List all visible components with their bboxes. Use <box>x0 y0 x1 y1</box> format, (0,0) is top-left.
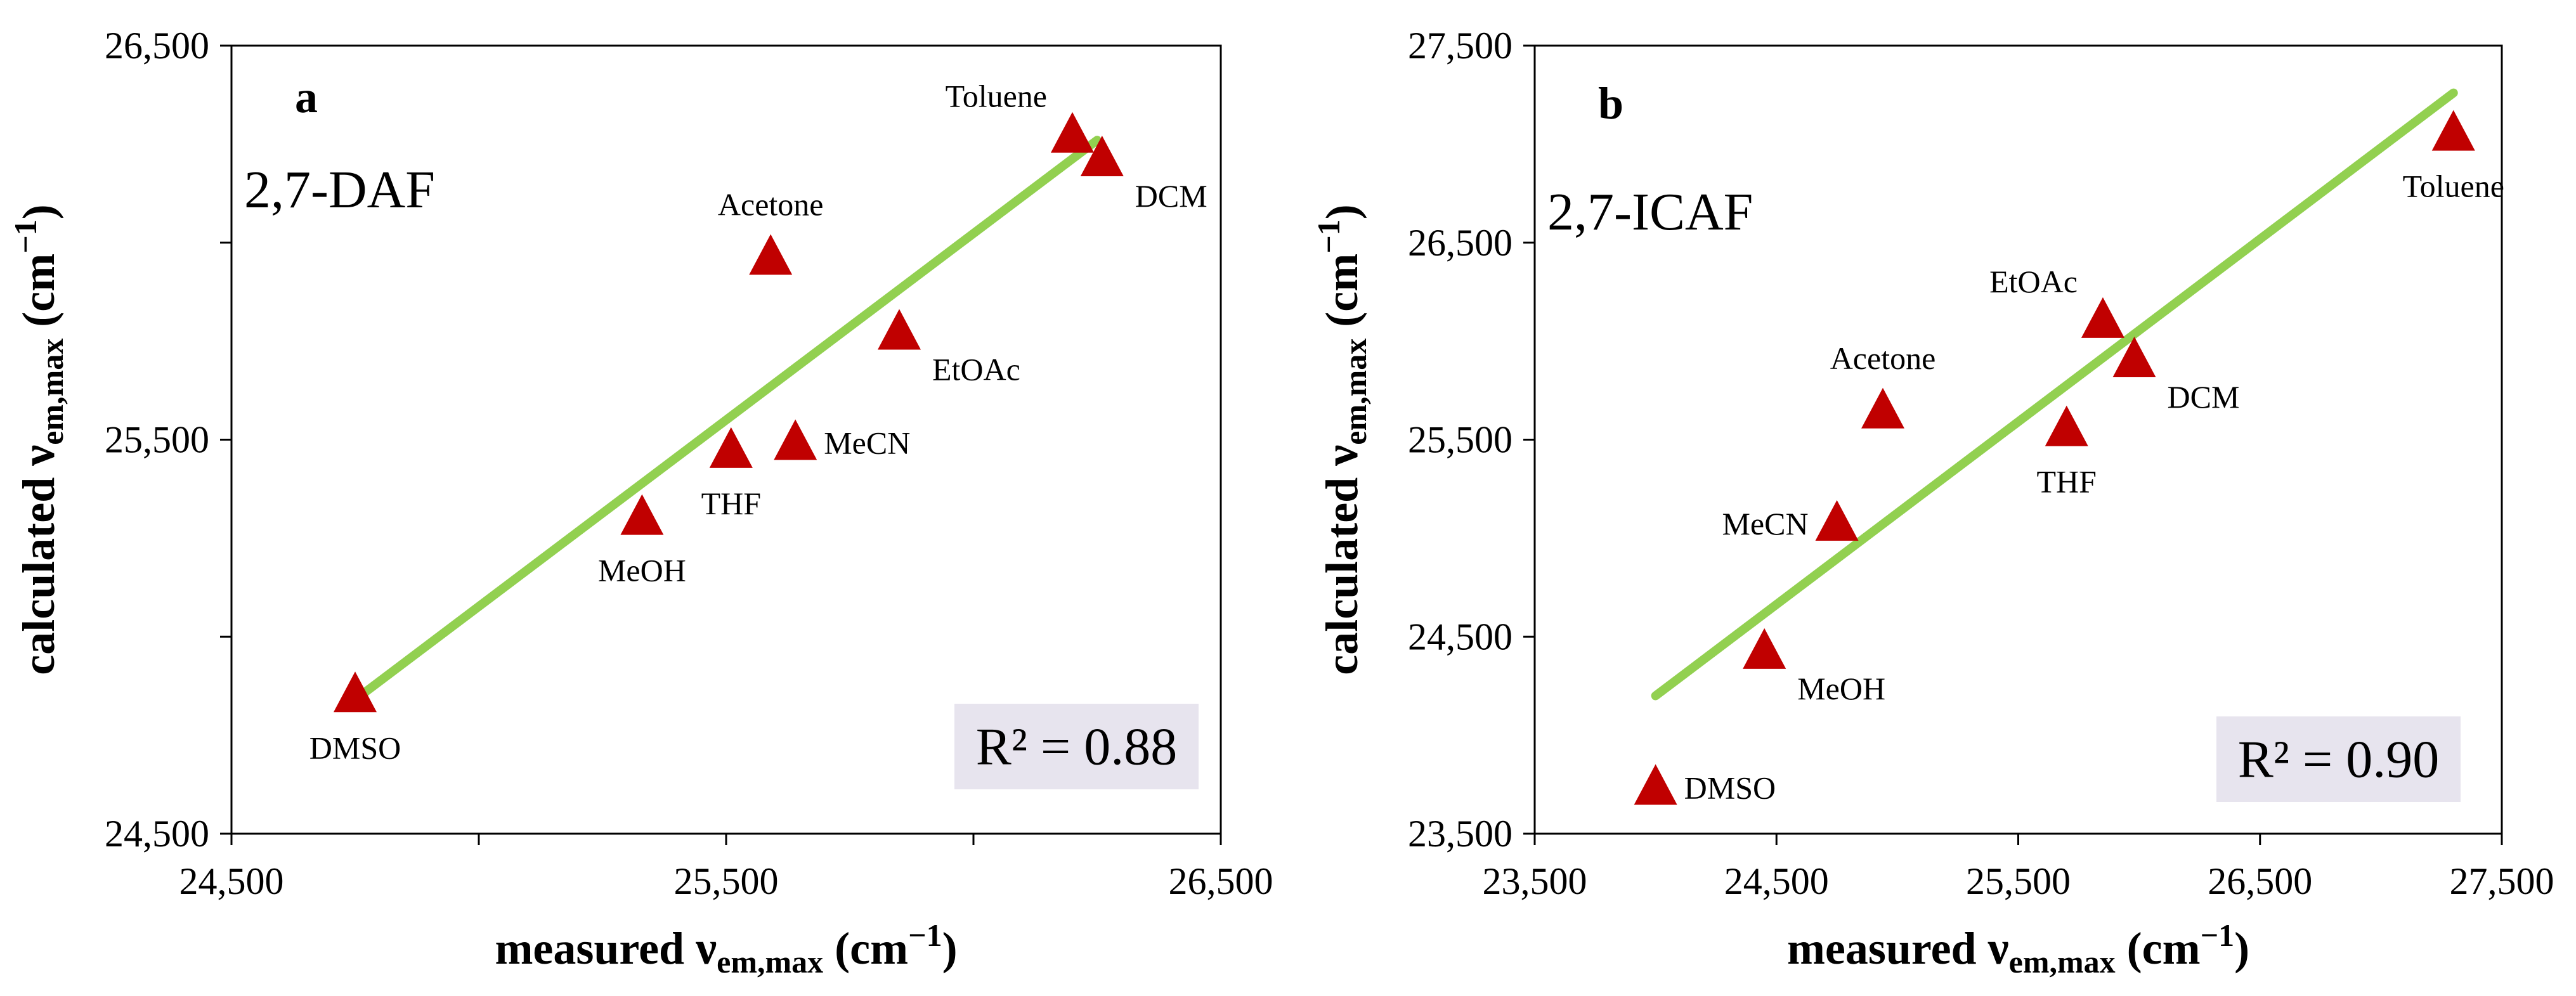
data-label: MeCN <box>1722 506 1808 541</box>
x-axis-label: measured νem,max (cm−1) <box>495 917 957 980</box>
data-point-toluene <box>2431 110 2475 151</box>
compound-name: 2,7-ICAF <box>1547 183 1753 242</box>
compound-name: 2,7-DAF <box>244 160 435 219</box>
y-axis-label: calculated νem,max (cm−1) <box>8 204 70 675</box>
panel-letter: a <box>295 72 318 122</box>
y-label-nu: ν <box>13 445 65 467</box>
data-label: DMSO <box>309 730 401 765</box>
data-point-thf <box>709 427 753 468</box>
data-point-dcm <box>2112 336 2156 377</box>
y-label-nu: ν <box>1316 445 1368 467</box>
data-point-dmso <box>334 671 377 713</box>
data-label: THF <box>701 486 761 521</box>
x-label-unit-exponent: −1 <box>908 917 942 953</box>
x-tick-label: 25,500 <box>674 860 779 902</box>
x-tick-label: 25,500 <box>1966 860 2071 902</box>
y-label-unit-exponent: −1 <box>8 219 43 254</box>
data-label: DCM <box>2168 379 2240 415</box>
data-point-acetone <box>1861 387 1904 429</box>
x-label-word: measured <box>495 923 696 974</box>
y-label-word: calculated <box>1317 466 1367 675</box>
x-label-unit-close: ) <box>2234 923 2249 974</box>
x-tick-label: 23,500 <box>1483 860 1587 902</box>
x-tick-label: 26,500 <box>2208 860 2312 902</box>
x-tick-label: 26,500 <box>1169 860 1273 902</box>
y-tick-label: 23,500 <box>1408 813 1512 855</box>
data-label: EtOAc <box>932 351 1020 387</box>
data-label: DCM <box>1135 178 1207 214</box>
x-axis-label: measured νem,max (cm−1) <box>1787 917 2249 980</box>
data-label: Toluene <box>2403 169 2504 204</box>
x-label-unit-exponent: −1 <box>2201 917 2235 953</box>
data-point-etoac <box>878 309 921 350</box>
y-label-subscript: em,max <box>1337 339 1373 445</box>
fit-line <box>351 136 1102 704</box>
x-label-nu: ν <box>695 922 717 974</box>
y-tick-label: 24,500 <box>105 813 209 855</box>
y-label-subscript: em,max <box>34 339 70 445</box>
x-tick-label: 27,500 <box>2450 860 2554 902</box>
data-label: Acetone <box>1830 340 1936 376</box>
y-tick-label: 26,500 <box>105 25 209 67</box>
y-label-unit-close: ) <box>1317 204 1367 219</box>
fit-line <box>1651 88 2458 701</box>
x-tick-label: 24,500 <box>1724 860 1829 902</box>
x-tick-label: 24,500 <box>179 860 284 902</box>
x-label-subscript: em,max <box>717 944 823 980</box>
data-point-toluene <box>1051 112 1094 153</box>
data-point-etoac <box>2081 297 2124 338</box>
y-label-word: calculated <box>13 466 64 675</box>
data-point-thf <box>2045 405 2088 446</box>
y-label-unit-close: ) <box>13 204 64 219</box>
y-tick-label: 27,500 <box>1408 25 1512 67</box>
data-point-meoh <box>1743 628 1786 669</box>
panel-letter: b <box>1598 78 1623 129</box>
data-point-dmso <box>1634 764 1677 805</box>
x-label-word: measured <box>1787 923 1988 974</box>
r-squared-badge <box>2216 716 2461 802</box>
data-point-acetone <box>749 234 793 275</box>
data-label: MeCN <box>824 425 910 461</box>
x-label-unit-open: (cm <box>2116 923 2201 974</box>
chart-panel-a: 24,500 25,500 26,500 24,500 25,500 26,500 a 2,7… <box>8 25 1273 980</box>
y-tick-label: 26,500 <box>1408 222 1512 264</box>
x-label-unit-close: ) <box>942 923 958 974</box>
chart-panel-b: 23,500 24,500 25,500 26,500 27,500 23,500 24,5… <box>1311 25 2554 980</box>
data-label: MeOH <box>1797 671 1885 706</box>
y-tick-label: 24,500 <box>1408 616 1512 657</box>
y-label-unit-exponent: −1 <box>1311 219 1346 254</box>
data-label: THF <box>2037 464 2097 500</box>
data-label: DMSO <box>1684 770 1776 805</box>
r-squared-badge <box>954 704 1199 789</box>
data-point-meoh <box>620 494 664 535</box>
r-squared-value: R² = 0.90 <box>2238 730 2440 789</box>
r-squared-value: R² = 0.88 <box>976 718 1178 777</box>
data-label: EtOAc <box>1989 264 2078 299</box>
y-label-unit-open: (cm <box>13 254 64 339</box>
data-point-mecn <box>1815 500 1859 541</box>
data-label: Toluene <box>946 79 1047 114</box>
x-label-subscript: em,max <box>2009 944 2116 980</box>
y-tick-label: 25,500 <box>1408 419 1512 461</box>
y-label-unit-open: (cm <box>1317 254 1367 339</box>
data-label: MeOH <box>598 553 686 588</box>
data-label: Acetone <box>718 186 824 222</box>
x-label-unit-open: (cm <box>823 923 908 974</box>
data-point-mecn <box>774 419 817 460</box>
x-label-nu: ν <box>1987 922 2009 974</box>
y-axis-label: calculated νem,max (cm−1) <box>1311 204 1373 675</box>
y-tick-label: 25,500 <box>105 419 209 461</box>
data-point-dcm <box>1080 136 1124 177</box>
